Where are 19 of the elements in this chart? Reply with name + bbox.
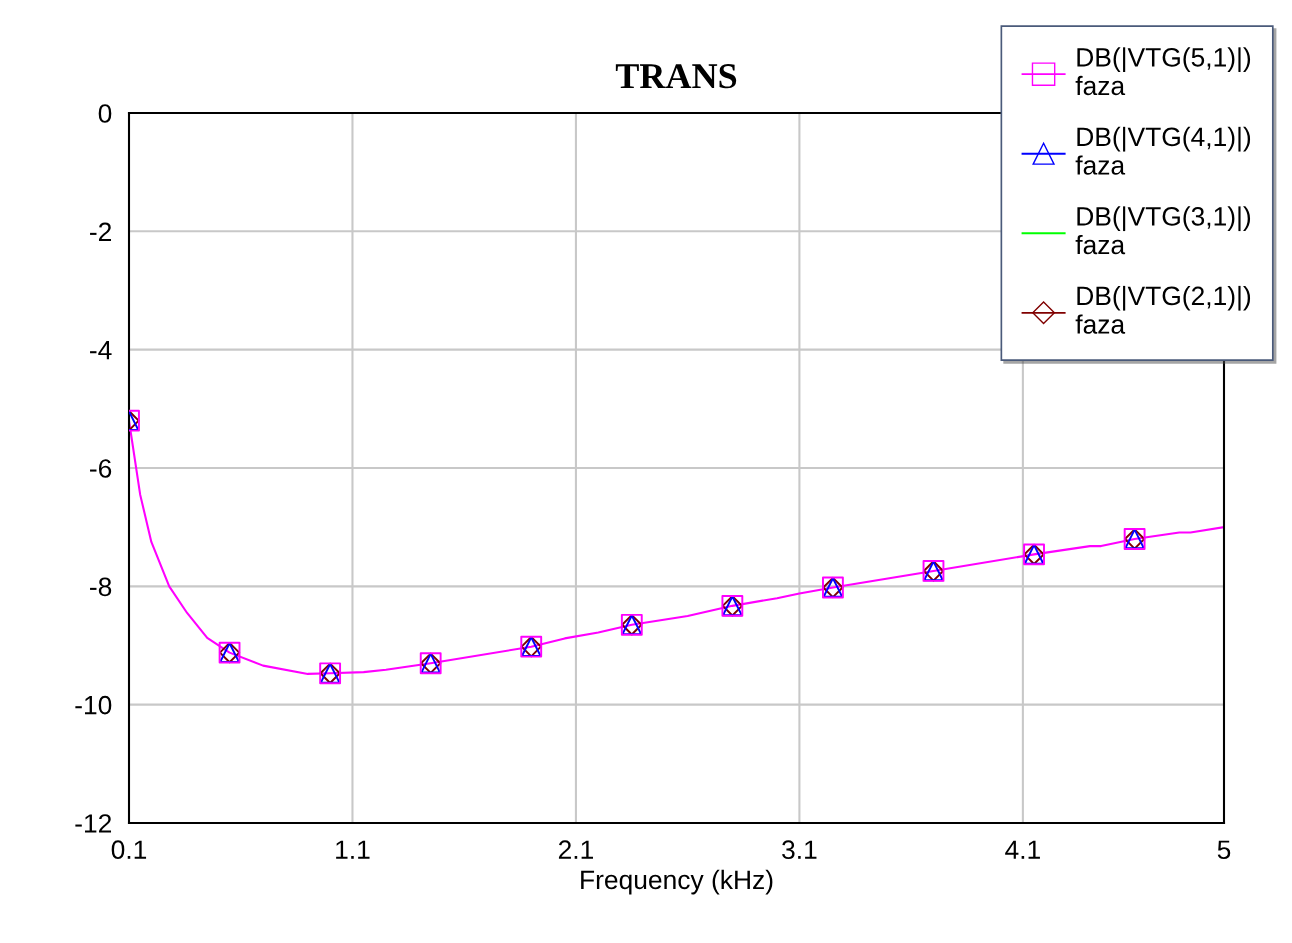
legend-label: DB(|VTG(5,1)|) faza (1075, 47, 1251, 96)
y-tick-label: -6 (90, 459, 112, 478)
legend-label: DB(|VTG(3,1)|) faza (1075, 206, 1251, 255)
x-tick-label: 0.1 (111, 840, 147, 860)
legend-label: DB(|VTG(2,1)|) faza (1075, 285, 1251, 334)
x-tick-label: 1.1 (336, 840, 370, 859)
y-tick-label: -4 (90, 341, 112, 360)
y-tick-label: -12 (75, 814, 112, 833)
y-tick-label: -2 (90, 222, 112, 241)
x-tick-label: 3.1 (782, 840, 817, 860)
chart-title: TRANS (615, 64, 737, 89)
x-tick-label: 5 (1217, 840, 1231, 860)
y-tick-label: 0 (98, 104, 112, 123)
y-tick-label: -8 (90, 577, 112, 597)
legend-label: DB(|VTG(4,1)|) faza (1075, 126, 1251, 175)
x-tick-label: 2.1 (558, 840, 593, 859)
x-tick-label: 4.1 (1005, 840, 1040, 859)
y-tick-label: -10 (75, 695, 112, 715)
x-axis-title: Frequency (kHz) (581, 869, 773, 895)
